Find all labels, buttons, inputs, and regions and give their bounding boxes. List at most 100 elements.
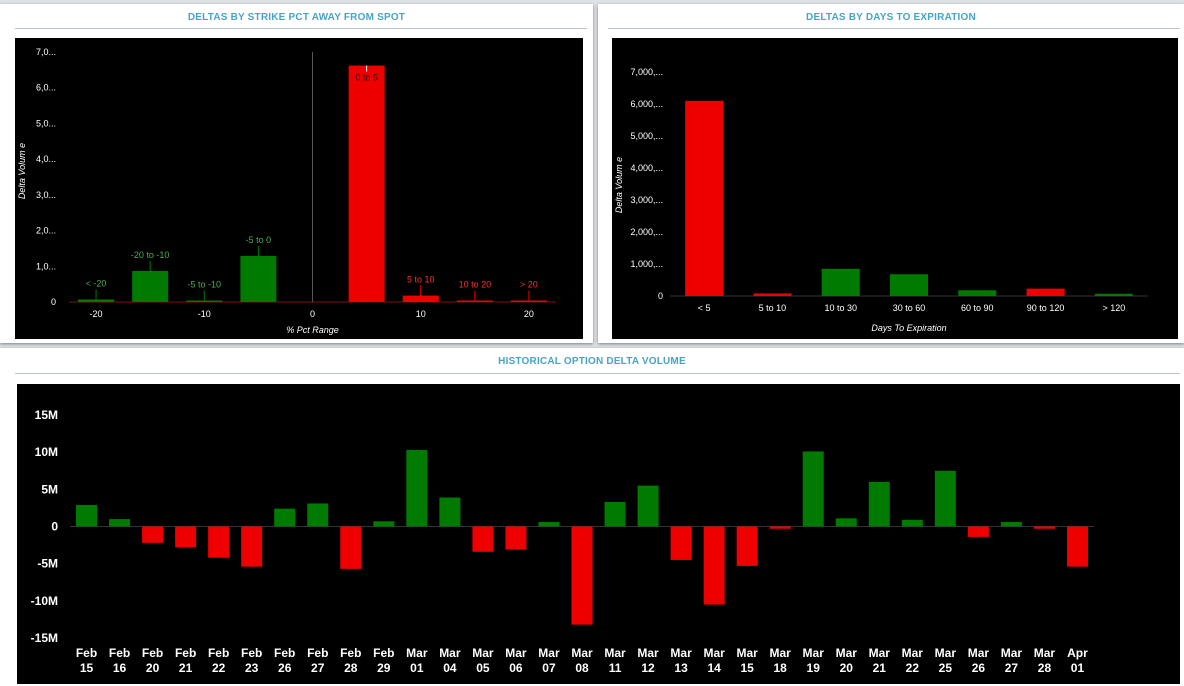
history-x-tick-day: 11 [609,661,622,675]
strike-data-label: 5 to 10 [407,275,435,285]
strike-data-label: -5 to 0 [246,235,272,245]
days-y-tick-label: 0 [658,291,663,301]
strike-x-tick-label: -20 [90,309,103,319]
history-x-tick-month: Feb [373,646,394,660]
history-x-tick-month: Feb [241,646,262,660]
history-x-tick-day: 26 [972,661,986,675]
history-x-tick-month: Mar [472,646,494,660]
strike-panel-title: DELTAS BY STRIKE PCT AWAY FROM SPOT [187,12,406,23]
history-x-tick-month: Feb [175,646,196,660]
strike-bar [510,300,547,302]
history-y-tick-label: 10M [35,445,58,459]
strike-data-label: -5 to -10 [188,280,222,290]
history-x-tick-month: Mar [1034,646,1056,660]
history-x-tick-month: Feb [340,646,361,660]
strike-bar [402,295,439,302]
history-x-tick-month: Mar [968,646,990,660]
strike-bar [348,65,385,302]
strike-x-tick-label: 20 [524,309,534,319]
history-bar [109,519,131,527]
history-x-tick-day: 15 [80,661,94,675]
history-x-tick-day: 07 [542,661,556,675]
history-bar [868,481,890,527]
history-x-tick-month: Mar [1001,646,1023,660]
strike-data-label: 10 to 20 [459,280,492,290]
history-x-tick-day: 06 [509,661,523,675]
history-bar [307,503,329,527]
history-x-tick-day: 22 [906,661,920,675]
history-x-tick-month: Apr [1067,646,1088,660]
strike-y-tick-label: 6,0... [36,83,56,93]
history-x-tick-month: Feb [109,646,130,660]
history-x-tick-day: 25 [939,661,953,675]
days-y-axis-label: Delta Volum e [614,157,624,213]
strike-bar [456,300,493,302]
history-bar [208,526,230,558]
strike-data-label: > 20 [520,280,538,290]
history-x-tick-day: 01 [410,661,424,675]
history-bar [472,526,494,552]
strike-data-label: 0 to 5 [355,73,378,83]
history-x-tick-day: 12 [641,661,655,675]
history-x-tick-day: 28 [1038,661,1052,675]
history-x-tick-day: 27 [1005,661,1019,675]
history-x-tick-month: Mar [505,646,527,660]
days-y-tick-label: 4,000,... [630,163,663,173]
history-x-tick-day: 13 [674,661,688,675]
history-x-tick-month: Mar [803,646,825,660]
history-bar [967,526,989,537]
history-y-tick-label: 0 [51,520,58,534]
history-x-tick-month: Feb [142,646,163,660]
strike-data-label: < -20 [86,279,107,289]
strike-panel-divider [15,28,587,29]
strike-chart-svg: 0 1,0... 2,0... 3,0... 4,0... 5,0... 6,0... 7,0… [17,47,556,335]
history-y-tick-label: -15M [31,631,58,645]
days-x-tick-label: > 120 [1102,303,1125,313]
history-x-tick-day: 01 [1071,661,1085,675]
history-x-tick-month: Mar [836,646,858,660]
days-y-tick-label: 6,000,... [630,99,663,109]
days-y-tick-label: 7,000,... [630,67,663,77]
days-bar [890,274,928,296]
strike-y-tick-label: 0 [51,297,56,307]
history-x-tick-month: Mar [637,646,659,660]
history-bar [571,526,593,625]
history-bar [241,526,263,567]
history-bar [604,501,626,527]
days-x-axis-label: Days To Expiration [871,323,946,333]
history-x-tick-day: 18 [774,661,788,675]
history-bar [1000,522,1022,527]
strike-data-label: -20 to -10 [131,250,170,260]
history-bar [274,508,296,527]
history-bar [1066,526,1088,567]
days-x-tick-label: 30 to 60 [893,303,926,313]
days-bar [1026,288,1065,296]
history-x-tick-day: 05 [476,661,490,675]
days-x-tick-label: < 5 [698,303,711,313]
history-bar [142,526,164,543]
history-x-tick-month: Mar [406,646,428,660]
history-panel: HISTORICAL OPTION DELTA VOLUME -15M -10M -… [0,348,1184,686]
strike-chart: 0 1,0... 2,0... 3,0... 4,0... 5,0... 6,0... 7,0… [15,38,583,339]
history-x-tick-month: Mar [670,646,692,660]
history-x-tick-day: 04 [443,661,457,675]
history-y-tick-label: -5M [37,557,58,571]
history-x-tick-month: Feb [307,646,328,660]
history-x-tick-month: Mar [703,646,725,660]
strike-bar [78,299,115,302]
days-bar [821,268,860,296]
days-panel-title: DELTAS BY DAYS TO EXPIRATION [806,12,976,23]
history-bar [802,451,824,527]
strike-bar [132,270,169,302]
history-bar [175,526,197,548]
history-x-tick-month: Mar [770,646,792,660]
history-x-tick-day: 15 [740,661,754,675]
history-x-tick-month: Mar [439,646,461,660]
history-y-tick-label: -10M [31,594,58,608]
history-bar [373,521,395,527]
history-bar [637,485,659,527]
history-bar [703,526,725,605]
strike-x-tick-label: 10 [416,309,426,319]
history-chart: -15M -10M -5M 0 5M 10M 15M Feb 15 Feb 16 Feb 20 Feb 21… [17,384,1180,684]
history-x-tick-month: Mar [902,646,924,660]
